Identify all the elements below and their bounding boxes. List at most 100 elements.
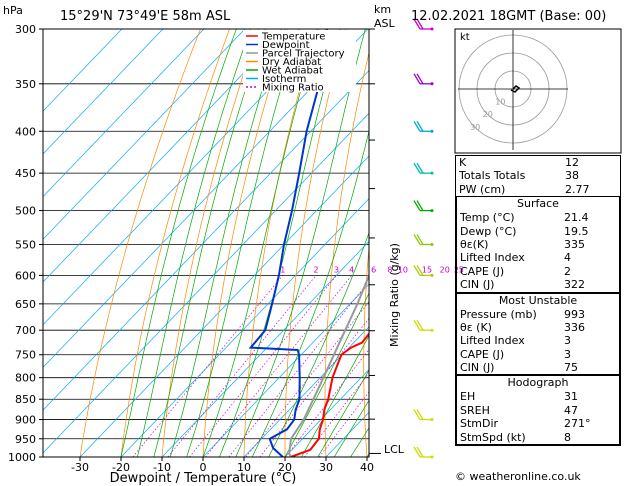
skewt-grid (43, 29, 369, 457)
pressure-tick-label: 550 (15, 238, 36, 251)
hodograph-stat-label: StmSpd (kt) (460, 430, 526, 444)
surface-value: 335 (564, 237, 585, 251)
wind-barb-base (430, 129, 434, 133)
index-label: PW (cm) (459, 182, 506, 196)
hodograph-frame (454, 28, 622, 154)
wind-barb-flag (416, 446, 424, 458)
wind-barb (413, 265, 434, 277)
dry-adiabat-line (79, 29, 201, 457)
wind-barb (413, 18, 434, 31)
isotherm-line (43, 29, 287, 283)
wind-barb-base (430, 209, 434, 213)
wind-barb-flag (416, 120, 424, 132)
skewt-traces (248, 29, 369, 457)
surface-value: 4 (564, 251, 571, 265)
surface-label: CIN (J) (460, 278, 495, 292)
wind-barb-flag (413, 73, 421, 85)
mixing-ratio-line (259, 317, 369, 457)
wind-barb-flag (413, 446, 421, 458)
pressure-tick-label: 500 (15, 205, 36, 218)
wet-adiabat-line (268, 231, 369, 457)
isotherm-line (243, 326, 369, 457)
series-line-dewpoint (248, 29, 328, 457)
hodograph-trace (510, 85, 521, 93)
wind-barb-flag (413, 120, 421, 132)
pressure-tick-label: 950 (15, 433, 36, 446)
wind-barb (413, 234, 434, 246)
wet-adiabat-line (137, 29, 251, 457)
wind-barb-base (430, 455, 434, 459)
wind-barb-base (430, 27, 434, 31)
wind-barb-flag (413, 265, 421, 276)
mixing-ratio-label: 1 (280, 265, 285, 274)
wind-barb (413, 162, 434, 175)
series-line-parcel-trajectory (288, 272, 369, 457)
isotherm-line (43, 29, 205, 198)
wind-barb-flag (413, 234, 421, 245)
wet-adiabat-line (317, 369, 369, 457)
hpa-label: hPa (3, 4, 23, 17)
wind-barb-flag (413, 18, 421, 30)
index-label: Totals Totals (459, 169, 526, 183)
hodograph-stat-label: SREH (460, 403, 490, 417)
surface-value: 322 (564, 278, 585, 292)
surface-label: Lifted Index (460, 251, 525, 265)
index-value: 38 (565, 169, 579, 183)
wind-barb-flag (416, 18, 424, 30)
isotherm-line (202, 283, 369, 457)
dry-adiabat-line (363, 242, 369, 457)
mixing-ratio-label: 6 (371, 265, 376, 274)
wet-adiabat-line (235, 29, 366, 457)
wind-barb-flag (413, 200, 421, 211)
hodograph-stat-label: EH (460, 390, 476, 404)
pressure-tick-label: 350 (15, 78, 36, 91)
wet-adiabat-line (251, 129, 369, 457)
most-unstable-row: Lifted Index 3 (457, 334, 619, 347)
x-axis-title: Dewpoint / Temperature (°C) (110, 471, 297, 486)
asl-label: ASL (374, 17, 396, 30)
wet-adiabat-line (301, 335, 369, 457)
wet-adiabat-line (186, 29, 300, 457)
wind-barb (413, 409, 434, 422)
mixing-ratio-line (132, 275, 284, 457)
temperature-tick-label: 20 (278, 461, 292, 474)
surface-title: Surface (517, 197, 559, 211)
isotherm-line (79, 155, 369, 457)
surface-panel: Surface Temp (°C) 21.4 Dewp (°C) 19.5 θε(K) 3… (456, 196, 620, 293)
most-unstable-row: CIN (J) 75 (457, 361, 619, 374)
mixing-ratio-label: 10 (398, 265, 408, 274)
most-unstable-row: θε (K) 336 (457, 321, 619, 334)
wet-adiabat-line (169, 29, 282, 457)
wind-barb-base (430, 242, 434, 246)
mixing-ratio-line (167, 275, 317, 457)
dry-adiabat-line (284, 29, 347, 457)
surface-value: 2 (564, 264, 571, 278)
wind-barb-flag (416, 200, 424, 211)
wind-barb-flag (416, 162, 424, 174)
most-unstable-label: Lifted Index (460, 334, 525, 348)
legend-label: Dewpoint (262, 40, 310, 51)
most-unstable-row: Pressure (mb) 993 (457, 308, 619, 321)
temperature-tick-label: -10 (153, 461, 171, 474)
most-unstable-row: CAPE (J) 3 (457, 348, 619, 361)
mixing-ratio-line (285, 349, 369, 457)
wind-barb-flag (416, 73, 424, 85)
surface-value: 19.5 (564, 224, 589, 238)
most-unstable-label: CIN (J) (460, 361, 495, 375)
date-title: 12.02.2021 18GMT (Base: 00) (411, 9, 606, 24)
wind-barb (413, 319, 434, 332)
legend-label: Temperature (261, 32, 325, 43)
lcl-label: LCL (384, 443, 405, 456)
hodograph-stat-value: 47 (564, 403, 578, 417)
pressure-tick-label: 450 (15, 167, 36, 180)
pressure-tick-label: 1000 (8, 451, 36, 464)
index-row: PW (cm) 2.77 (456, 183, 620, 196)
hodograph-stat-row: SREH 47 (457, 404, 619, 417)
location-title: 15°29'N 73°49'E 58m ASL (60, 9, 231, 24)
hodograph-kt-label: kt (460, 32, 470, 43)
index-value: 2.77 (565, 182, 590, 196)
hodograph-table-panel: Hodograph EH 31 SREH 47 StmDir 271° StmSpd (kt… (456, 375, 620, 446)
hodograph-stat-value: 31 (564, 390, 578, 404)
